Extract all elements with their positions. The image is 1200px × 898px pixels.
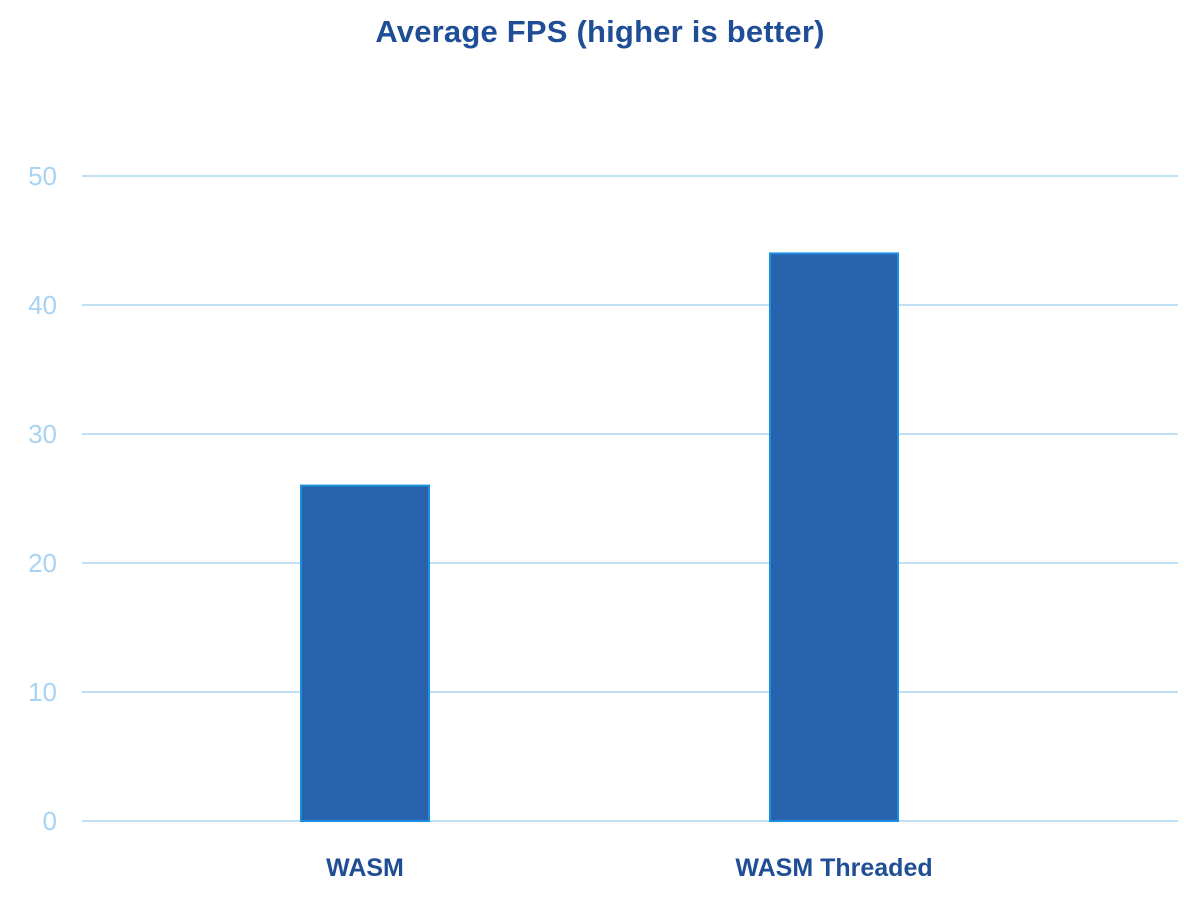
x-category-label: WASM Threaded — [735, 854, 932, 882]
x-category-label: WASM — [326, 854, 404, 882]
y-tick-label: 20 — [28, 548, 57, 578]
y-tick-label: 0 — [43, 806, 57, 836]
y-tick-label: 10 — [28, 677, 57, 707]
bar-wasm — [300, 484, 430, 822]
chart-title: Average FPS (higher is better) — [375, 14, 825, 49]
bar-wasm-threaded — [769, 252, 899, 822]
y-tick-label: 40 — [28, 290, 57, 320]
y-tick-label: 30 — [28, 419, 57, 449]
y-tick-label: 50 — [28, 161, 57, 191]
